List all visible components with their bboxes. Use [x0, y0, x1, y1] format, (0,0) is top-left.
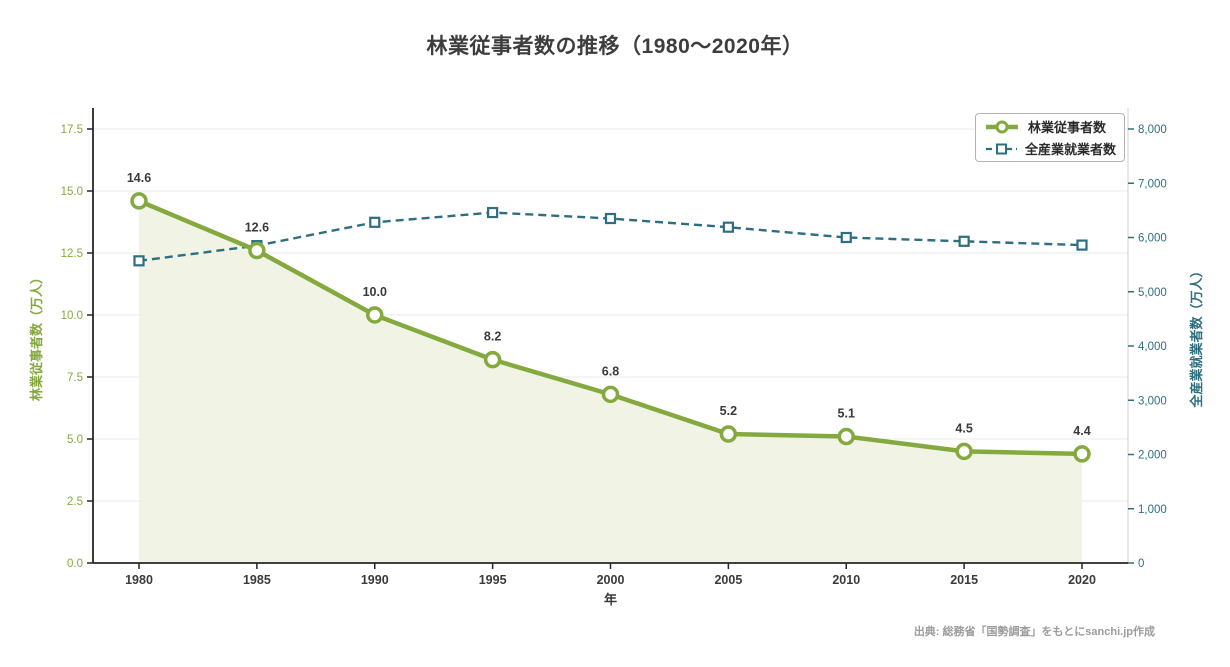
all-industry-marker: [1076, 239, 1088, 251]
forestry-marker: [1073, 445, 1091, 463]
value-label: 10.0: [363, 285, 387, 299]
x-tick-label: 2020: [1068, 573, 1096, 587]
value-label: 14.6: [127, 171, 151, 185]
legend: 林業従事者数 全産業就業者数: [975, 113, 1125, 162]
y-left-tick-label: 0.0: [67, 558, 83, 570]
all-industry-marker: [958, 235, 970, 247]
y-left-tick-label: 2.5: [67, 496, 83, 508]
value-label: 6.8: [602, 364, 619, 378]
legend-item-all-industry-workers: 全産業就業者数: [984, 139, 1116, 158]
value-label: 4.5: [955, 421, 972, 435]
y-left-tick-label: 10.0: [61, 310, 83, 322]
value-label: 12.6: [245, 221, 269, 235]
y-left-tick-label: 12.5: [61, 248, 83, 260]
y-left-tick-label: 15.0: [61, 186, 83, 198]
y-right-tick-label: 5,000: [1138, 287, 1167, 299]
value-label: 5.1: [838, 407, 855, 421]
all-industry-marker: [369, 216, 381, 228]
forestry-area-fill: [139, 200, 1082, 564]
y-right-tick-label: 7,000: [1138, 178, 1167, 190]
y-left-tick-label: 5.0: [67, 434, 83, 446]
value-label: 4.4: [1073, 424, 1090, 438]
x-tick-label: 1980: [125, 573, 153, 587]
y-right-tick-label: 8,000: [1138, 124, 1167, 136]
x-axis-title: 年: [603, 592, 617, 607]
all-industry-marker: [133, 255, 145, 267]
x-tick-label: 2015: [950, 573, 978, 587]
forestry-marker: [483, 350, 502, 369]
all-industry-marker: [487, 206, 499, 219]
source-note: 出典: 総務省「国勢調査」をもとにsanchi.jp作成: [913, 626, 1155, 638]
value-label: 5.2: [720, 404, 737, 418]
forestry-marker: [955, 442, 973, 461]
forestry-marker: [601, 385, 620, 404]
y-right-tick-label: 3,000: [1138, 395, 1167, 407]
right-axis-title: 全産業就業者数（万人）: [1189, 264, 1204, 408]
legend-label-forestry: 林業従事者数: [1028, 120, 1107, 135]
forestry-marker: [719, 425, 738, 443]
forestry-marker: [366, 306, 384, 324]
x-tick-label: 1985: [243, 573, 271, 587]
chart-title: 林業従事者数の推移（1980〜2020年）: [426, 35, 804, 58]
x-tick-label: 1995: [479, 573, 507, 587]
y-right-tick-label: 0: [1138, 558, 1144, 570]
all-industry-marker: [604, 212, 617, 225]
forestry-marker: [248, 241, 266, 260]
legend-item-forestry-workers: 林業従事者数: [984, 117, 1116, 136]
forestry-marker: [837, 427, 855, 446]
y-right-tick-label: 6,000: [1138, 233, 1167, 245]
y-right-tick-label: 1,000: [1138, 504, 1167, 516]
x-tick-label: 1990: [361, 573, 389, 587]
forestry-marker: [130, 192, 148, 210]
x-tick-label: 2000: [597, 573, 625, 587]
legend-label-all-industry: 全産業就業者数: [1024, 142, 1116, 157]
y-right-tick-label: 4,000: [1138, 341, 1167, 353]
y-left-tick-label: 17.5: [61, 124, 83, 136]
forestry-series-swatch-icon: [986, 120, 1018, 133]
y-right-tick-label: 2,000: [1138, 450, 1167, 462]
all-industry-marker: [840, 231, 852, 244]
y-left-tick-label: 7.5: [67, 372, 83, 384]
value-label: 8.2: [484, 330, 501, 344]
x-tick-label: 2005: [714, 573, 742, 587]
all-industry-series-swatch-icon: [986, 143, 1017, 154]
left-axis-title: 林業従事者数（万人）: [29, 271, 44, 402]
all-industry-marker: [722, 221, 734, 233]
x-tick-label: 2010: [832, 573, 860, 587]
